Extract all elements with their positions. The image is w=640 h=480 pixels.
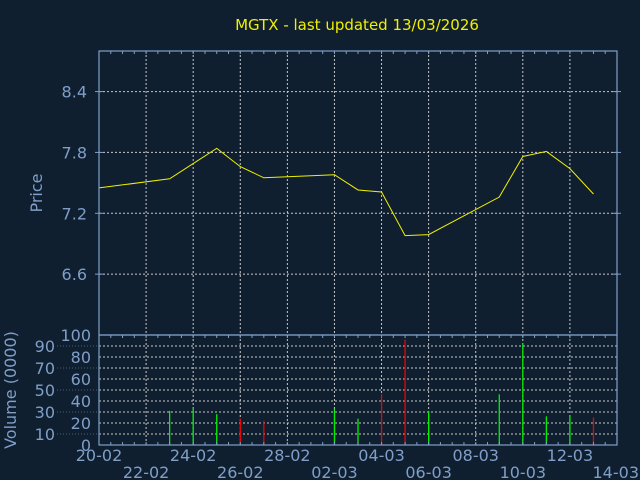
x-tick-label: 28-02 [264,446,311,465]
x-tick-label: 22-02 [123,463,170,480]
price-tick-label: 8.4 [62,83,87,102]
x-tick-label: 26-02 [217,463,264,480]
x-tick-label: 14-03 [593,463,640,480]
volume-tick-label: 20 [71,414,91,433]
volume-frame [98,334,618,446]
price-tick-label: 6.6 [62,265,87,284]
x-tick-label: 10-03 [500,463,547,480]
x-tick-label: 06-03 [405,463,452,480]
volume-axis-label: Volume (0000) [1,331,20,449]
volume-tick-label: 60 [71,370,91,389]
x-tick-label: 02-03 [311,463,358,480]
chart-title: MGTX - last updated 13/03/2026 [235,16,479,34]
volume-tick-label: 70 [35,359,55,378]
price-axis-label: Price [27,173,46,212]
x-tick-label: 12-03 [547,446,594,465]
volume-tick-label: 10 [35,425,55,444]
volume-tick-label: 40 [71,392,91,411]
x-tick-label: 04-03 [358,446,405,465]
marks [98,147,595,445]
price-line [98,147,594,237]
volume-tick-label: 50 [35,381,55,400]
volume-tick-label: 80 [71,348,91,367]
grid [99,51,617,445]
axes: 20-0222-0224-0226-0228-0202-0304-0306-03… [35,50,640,480]
volume-tick-label: 30 [35,403,55,422]
x-tick-label: 20-02 [76,446,123,465]
price-tick-label: 7.8 [62,143,87,162]
x-tick-label: 24-02 [170,446,217,465]
volume-tick-label: 90 [35,337,55,356]
x-tick-label: 08-03 [452,446,499,465]
price-tick-label: 7.2 [62,204,87,223]
volume-tick-label: 0 [81,436,91,455]
volume-tick-label: 100 [60,326,91,345]
price-frame [98,50,618,336]
